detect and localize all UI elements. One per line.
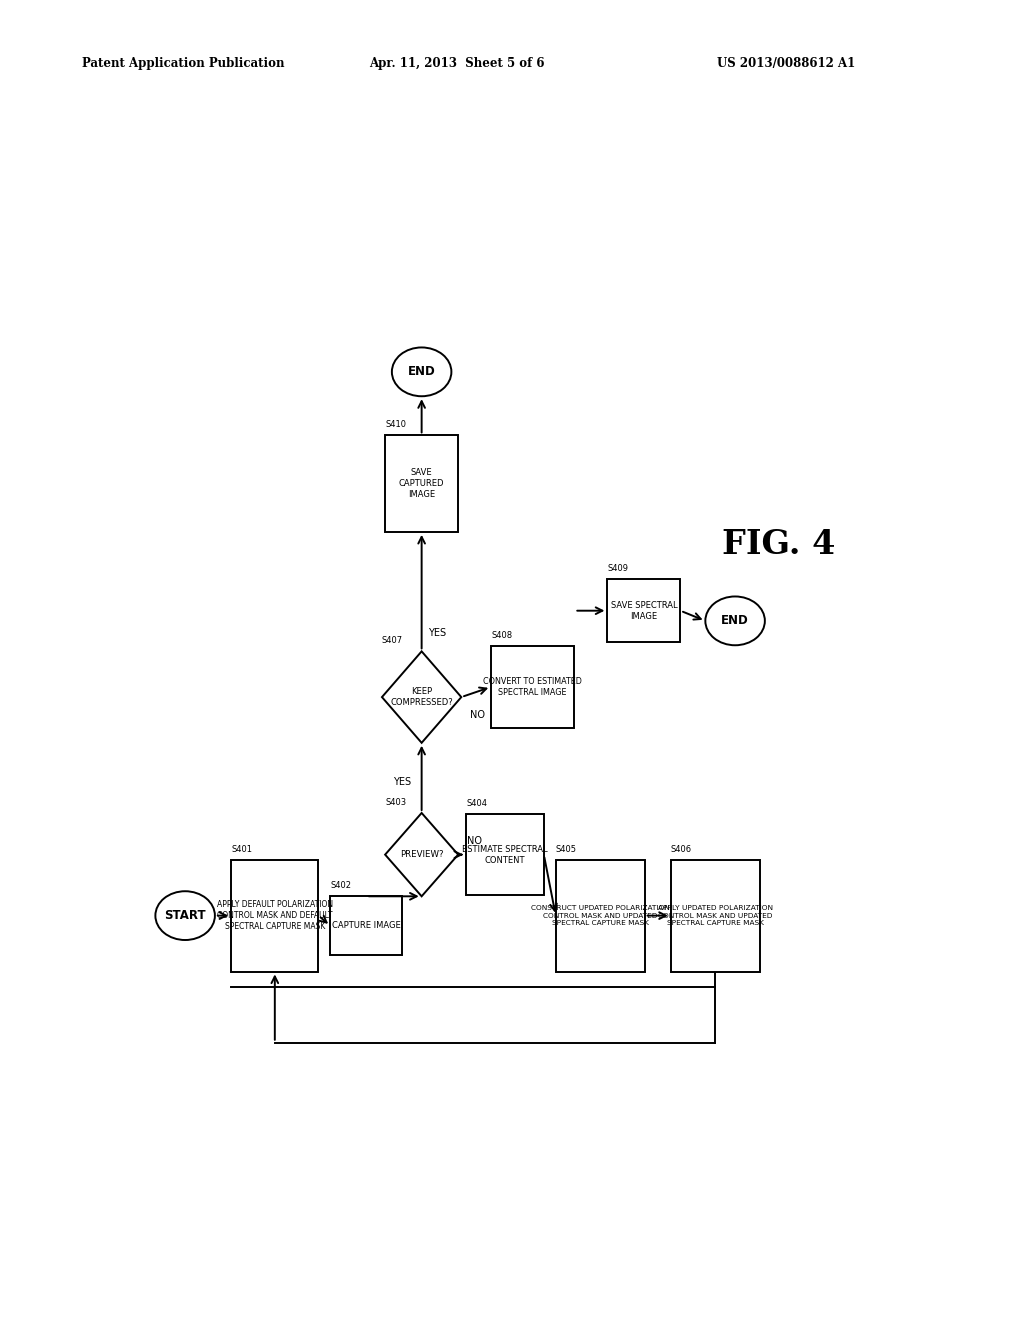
Text: FIG. 4: FIG. 4 (722, 528, 836, 561)
Ellipse shape (392, 347, 452, 396)
Text: YES: YES (428, 628, 446, 638)
Bar (556, 859, 645, 972)
Text: S406: S406 (671, 845, 692, 854)
Text: Patent Application Publication: Patent Application Publication (82, 57, 285, 70)
Text: CONVERT TO ESTIMATED
SPECTRAL IMAGE: CONVERT TO ESTIMATED SPECTRAL IMAGE (483, 677, 583, 697)
Bar (607, 579, 680, 643)
Text: S401: S401 (231, 845, 252, 854)
Text: PREVIEW?: PREVIEW? (400, 850, 443, 859)
Text: ESTIMATE SPECTRAL
CONTENT: ESTIMATE SPECTRAL CONTENT (462, 845, 548, 865)
Bar (231, 859, 318, 972)
Text: Apr. 11, 2013  Sheet 5 of 6: Apr. 11, 2013 Sheet 5 of 6 (369, 57, 544, 70)
Ellipse shape (156, 891, 215, 940)
Text: NO: NO (470, 710, 484, 721)
Text: S407: S407 (382, 636, 403, 645)
Text: START: START (164, 909, 206, 923)
Text: END: END (721, 614, 749, 627)
Text: S402: S402 (331, 882, 351, 890)
Text: SAVE
CAPTURED
IMAGE: SAVE CAPTURED IMAGE (399, 469, 444, 499)
Text: S410: S410 (385, 420, 407, 429)
Text: APPLY DEFAULT POLARIZATION
CONTROL MASK AND DEFAULT
SPECTRAL CAPTURE MASK: APPLY DEFAULT POLARIZATION CONTROL MASK … (217, 900, 333, 931)
Text: S403: S403 (385, 797, 407, 807)
Text: S404: S404 (466, 799, 487, 808)
Bar (492, 647, 574, 727)
Bar (466, 814, 544, 895)
Text: S409: S409 (607, 564, 629, 573)
Polygon shape (385, 813, 458, 896)
Ellipse shape (706, 597, 765, 645)
Text: NO: NO (467, 837, 481, 846)
Text: US 2013/0088612 A1: US 2013/0088612 A1 (717, 57, 855, 70)
Text: SAVE SPECTRAL
IMAGE: SAVE SPECTRAL IMAGE (610, 601, 677, 620)
Bar (385, 436, 458, 532)
Text: CAPTURE IMAGE: CAPTURE IMAGE (332, 921, 400, 931)
Text: END: END (408, 366, 435, 379)
Bar (671, 859, 760, 972)
Bar (331, 896, 401, 956)
Text: YES: YES (393, 777, 411, 788)
Text: CONSTRUCT UPDATED POLARIZATION
CONTROL MASK AND UPDATED
SPECTRAL CAPTURE MASK: CONSTRUCT UPDATED POLARIZATION CONTROL M… (530, 906, 670, 927)
Text: KEEP
COMPRESSED?: KEEP COMPRESSED? (390, 686, 453, 708)
Text: S405: S405 (556, 845, 577, 854)
Text: APPLY UPDATED POLARIZATION
CONTROL MASK AND UPDATED
SPECTRAL CAPTURE MASK: APPLY UPDATED POLARIZATION CONTROL MASK … (657, 906, 773, 927)
Polygon shape (382, 651, 461, 743)
Text: S408: S408 (492, 631, 512, 640)
